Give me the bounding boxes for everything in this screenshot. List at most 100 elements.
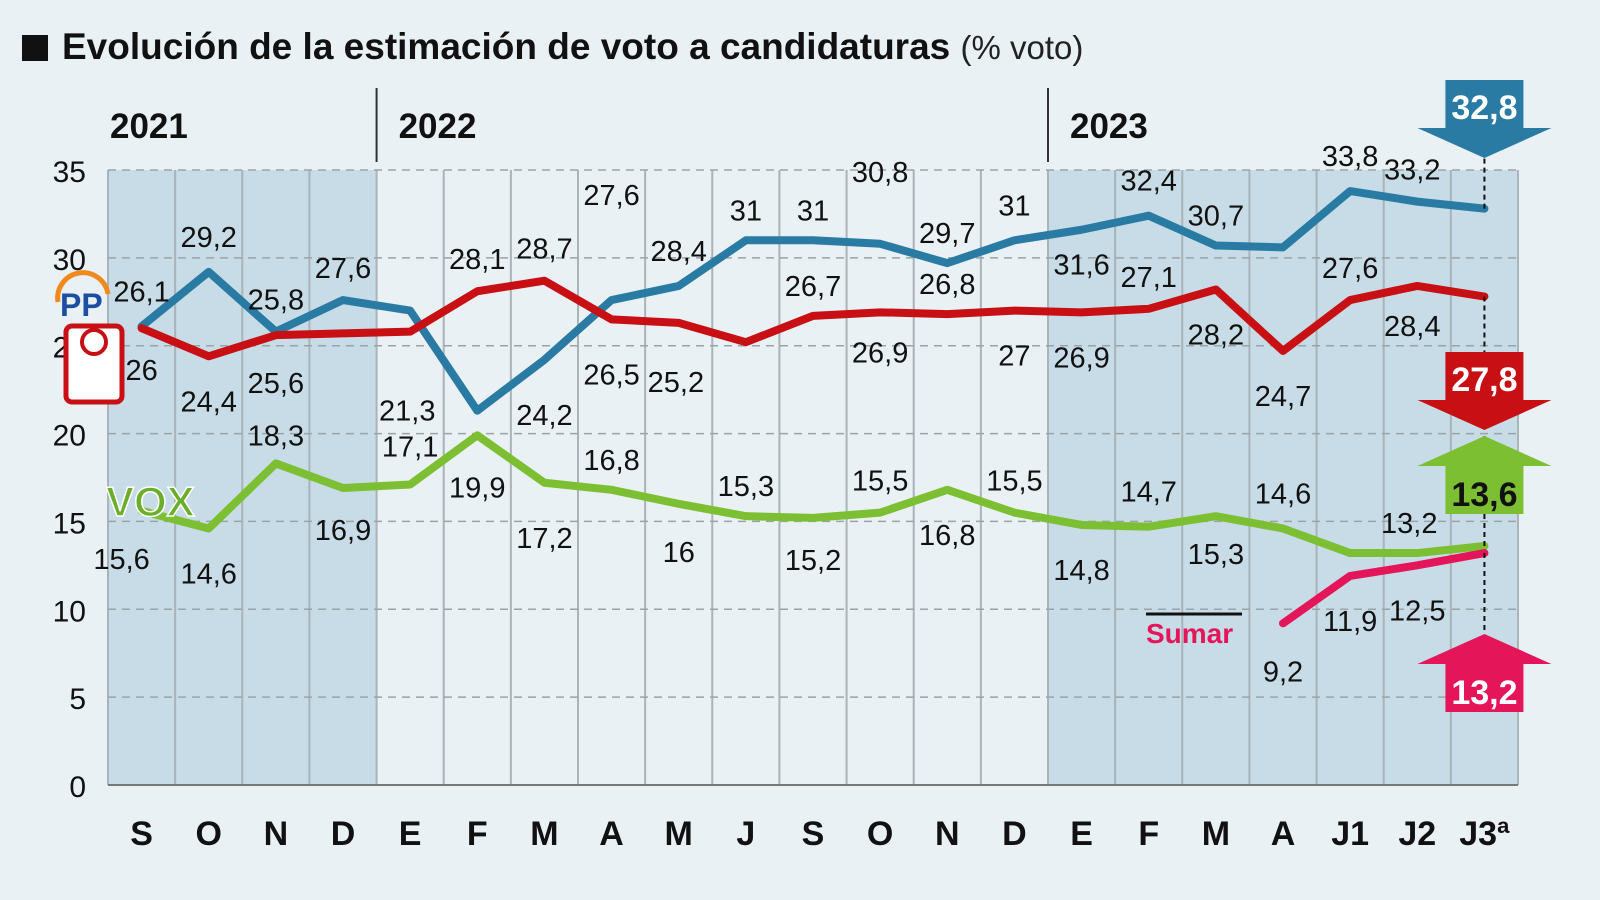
- data-label: 15,6: [93, 544, 149, 576]
- data-point-vox: [879, 511, 882, 514]
- data-point-pp: [744, 239, 747, 242]
- data-label: 19,9: [449, 472, 505, 504]
- data-point-pp: [543, 358, 546, 361]
- year-label: 2022: [399, 107, 477, 146]
- data-label: 26,5: [583, 359, 639, 391]
- data-label: 31: [730, 195, 762, 227]
- x-tick-label: E: [1070, 815, 1093, 853]
- x-tick-label: F: [467, 815, 488, 853]
- y-tick-label: 0: [69, 771, 86, 804]
- data-point-psoe: [610, 318, 613, 321]
- data-point-psoe: [342, 332, 344, 335]
- final-value-label: 27,8: [1451, 361, 1517, 399]
- psoe-logo: [63, 323, 125, 405]
- shaded-band: [1048, 170, 1518, 785]
- data-label: 31: [998, 190, 1030, 222]
- data-point-pp: [1214, 244, 1217, 247]
- data-point-vox: [1416, 552, 1419, 555]
- data-point-psoe: [1282, 349, 1284, 352]
- y-tick-label: 20: [53, 420, 86, 453]
- data-label: 14,6: [180, 558, 236, 590]
- data-point-vox: [476, 434, 479, 437]
- data-label: 27,6: [583, 180, 639, 212]
- data-label: 24,4: [180, 386, 236, 418]
- data-point-psoe: [207, 355, 210, 358]
- data-label: 16,8: [583, 445, 639, 477]
- data-point-vox: [1349, 552, 1352, 555]
- data-label: 15,5: [986, 466, 1042, 498]
- data-point-psoe: [140, 327, 143, 330]
- data-label: 14,6: [1255, 478, 1311, 510]
- data-label: 12,5: [1389, 595, 1445, 627]
- data-label: 26,9: [852, 337, 908, 369]
- y-tick-label: 10: [53, 595, 86, 628]
- final-value-label: 13,2: [1451, 674, 1517, 712]
- data-point-pp: [812, 239, 814, 242]
- data-point-pp: [677, 284, 680, 287]
- x-tick-label: M: [530, 815, 558, 853]
- data-point-psoe: [677, 321, 680, 324]
- data-label: 24,7: [1255, 381, 1311, 413]
- final-value-label: 32,8: [1451, 89, 1517, 127]
- data-label: 16: [663, 537, 695, 569]
- y-tick-label: 35: [53, 156, 86, 189]
- data-point-pp: [1282, 246, 1284, 249]
- data-label: 30,8: [852, 157, 908, 189]
- data-label: 33,2: [1384, 155, 1440, 187]
- psoe-rose-icon: [80, 328, 108, 356]
- data-point-pp: [476, 409, 479, 412]
- data-point-psoe: [1013, 309, 1016, 312]
- data-label: 25,6: [248, 368, 304, 400]
- data-label: 24,2: [516, 400, 572, 432]
- data-point-vox: [1282, 527, 1284, 530]
- x-tick-label: J: [736, 815, 755, 853]
- x-tick-label: A: [1271, 815, 1296, 853]
- data-point-pp: [610, 299, 613, 302]
- data-label: 21,3: [379, 396, 435, 428]
- final-value-arrow-sumar: [1417, 634, 1552, 712]
- data-point-psoe: [409, 330, 412, 333]
- data-label: 28,1: [449, 244, 505, 276]
- data-point-psoe: [1147, 307, 1150, 310]
- unit-label: (% voto): [960, 29, 1084, 66]
- y-tick-label: 5: [69, 683, 86, 716]
- data-point-pp: [1147, 214, 1150, 217]
- x-tick-label: N: [935, 815, 960, 853]
- data-point-sumar: [1416, 564, 1419, 567]
- x-tick-label: J1: [1331, 815, 1369, 853]
- data-point-pp: [946, 262, 949, 265]
- pp-logo: PP: [60, 287, 103, 323]
- data-point-vox: [610, 488, 613, 491]
- data-label: 32,4: [1120, 166, 1176, 198]
- data-label: 28,4: [1384, 311, 1440, 343]
- data-label: 9,2: [1263, 656, 1303, 688]
- data-label: 16,9: [315, 515, 371, 547]
- data-label: 26,7: [785, 271, 841, 303]
- data-point-pp: [879, 242, 882, 245]
- year-label: 2021: [110, 107, 188, 146]
- data-point-psoe: [744, 341, 747, 344]
- data-point-vox: [1214, 515, 1217, 518]
- data-label: 27: [998, 341, 1030, 373]
- x-tick-label: S: [130, 815, 153, 853]
- title-text: Evolución de la estimación de voto a can…: [62, 26, 951, 67]
- data-point-vox: [274, 462, 277, 465]
- data-point-pp: [409, 309, 412, 312]
- x-tick-label: E: [399, 815, 422, 853]
- year-label: 2023: [1070, 107, 1148, 146]
- data-point-vox: [1147, 525, 1150, 528]
- x-tick-label: S: [802, 815, 825, 853]
- data-label: 25,8: [248, 285, 304, 317]
- x-tick-label: J3ª: [1459, 815, 1510, 853]
- data-label: 28,7: [516, 234, 572, 266]
- data-label: 26,8: [919, 269, 975, 301]
- final-value-arrow-pp: [1417, 80, 1552, 158]
- data-label: 28,4: [650, 236, 706, 268]
- data-point-vox: [946, 488, 949, 491]
- x-tick-label: A: [599, 815, 624, 853]
- data-label: 17,2: [516, 523, 572, 555]
- data-label: 31,6: [1053, 250, 1109, 282]
- sumar-logo: Sumar: [1146, 618, 1233, 649]
